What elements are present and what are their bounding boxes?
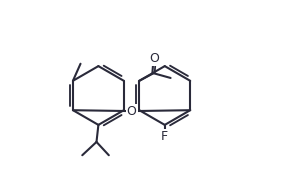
- Text: O: O: [150, 52, 159, 65]
- Text: F: F: [161, 130, 168, 143]
- Text: O: O: [127, 105, 137, 118]
